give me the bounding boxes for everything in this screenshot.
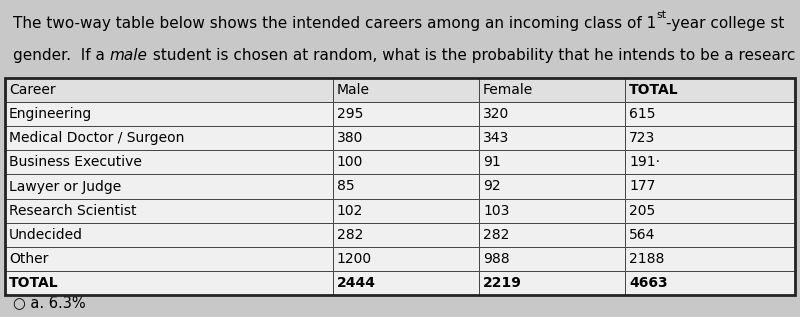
- Text: Female: Female: [483, 83, 534, 97]
- Text: 2219: 2219: [483, 276, 522, 290]
- Bar: [625, 247, 795, 271]
- Text: st: st: [656, 10, 666, 20]
- Bar: [333, 223, 479, 247]
- Text: Lawyer or Judge: Lawyer or Judge: [9, 179, 122, 193]
- Bar: [479, 247, 625, 271]
- Text: gender.  If a: gender. If a: [13, 48, 110, 63]
- Text: Engineering: Engineering: [9, 107, 92, 121]
- Bar: [479, 174, 625, 198]
- Text: 1200: 1200: [337, 252, 372, 266]
- Text: 177: 177: [629, 179, 655, 193]
- Bar: [333, 247, 479, 271]
- Text: 320: 320: [483, 107, 510, 121]
- Text: 2444: 2444: [337, 276, 376, 290]
- Bar: [625, 102, 795, 126]
- Text: 282: 282: [337, 228, 363, 242]
- Text: 103: 103: [483, 204, 510, 217]
- Text: 2188: 2188: [629, 252, 665, 266]
- Bar: [333, 150, 479, 174]
- Bar: [333, 126, 479, 150]
- Text: The two-way table below shows the intended careers among an incoming class of 1: The two-way table below shows the intend…: [13, 16, 656, 31]
- Text: 92: 92: [483, 179, 501, 193]
- Text: Male: Male: [337, 83, 370, 97]
- Bar: [333, 271, 479, 295]
- Text: 988: 988: [483, 252, 510, 266]
- Text: 564: 564: [629, 228, 655, 242]
- Bar: [5, 198, 333, 223]
- Text: -year college st: -year college st: [666, 16, 785, 31]
- Text: 191·: 191·: [629, 155, 660, 169]
- Text: Business Executive: Business Executive: [9, 155, 142, 169]
- Bar: [479, 126, 625, 150]
- Text: 615: 615: [629, 107, 656, 121]
- Text: Undecided: Undecided: [9, 228, 83, 242]
- Bar: [625, 78, 795, 102]
- Bar: [479, 271, 625, 295]
- Text: TOTAL: TOTAL: [629, 83, 678, 97]
- Bar: [5, 247, 333, 271]
- Bar: [479, 150, 625, 174]
- Bar: [625, 126, 795, 150]
- Text: Research Scientist: Research Scientist: [9, 204, 137, 217]
- Text: 4663: 4663: [629, 276, 668, 290]
- Bar: [5, 150, 333, 174]
- Text: student is chosen at random, what is the probability that he intends to be a res: student is chosen at random, what is the…: [148, 48, 795, 63]
- Text: 100: 100: [337, 155, 363, 169]
- Bar: [5, 78, 795, 295]
- Bar: [625, 271, 795, 295]
- Text: 282: 282: [483, 228, 510, 242]
- Text: 205: 205: [629, 204, 655, 217]
- Bar: [625, 223, 795, 247]
- Text: Other: Other: [9, 252, 48, 266]
- Bar: [625, 174, 795, 198]
- Bar: [5, 271, 333, 295]
- Bar: [333, 174, 479, 198]
- Bar: [5, 174, 333, 198]
- Text: 295: 295: [337, 107, 363, 121]
- Bar: [5, 223, 333, 247]
- Text: male: male: [110, 48, 148, 63]
- Text: 91: 91: [483, 155, 501, 169]
- Text: Medical Doctor / Surgeon: Medical Doctor / Surgeon: [9, 131, 184, 145]
- Bar: [5, 78, 333, 102]
- Text: TOTAL: TOTAL: [9, 276, 58, 290]
- Text: 723: 723: [629, 131, 655, 145]
- Bar: [625, 150, 795, 174]
- Bar: [333, 78, 479, 102]
- Text: Career: Career: [9, 83, 56, 97]
- Bar: [479, 78, 625, 102]
- Bar: [479, 102, 625, 126]
- Text: ○ a. 6.3%: ○ a. 6.3%: [13, 295, 86, 310]
- Bar: [479, 198, 625, 223]
- Text: 85: 85: [337, 179, 354, 193]
- Text: 102: 102: [337, 204, 363, 217]
- Text: 380: 380: [337, 131, 363, 145]
- Bar: [625, 198, 795, 223]
- Bar: [333, 198, 479, 223]
- Bar: [5, 126, 333, 150]
- Text: 343: 343: [483, 131, 510, 145]
- Bar: [479, 223, 625, 247]
- Bar: [333, 102, 479, 126]
- Bar: [5, 102, 333, 126]
